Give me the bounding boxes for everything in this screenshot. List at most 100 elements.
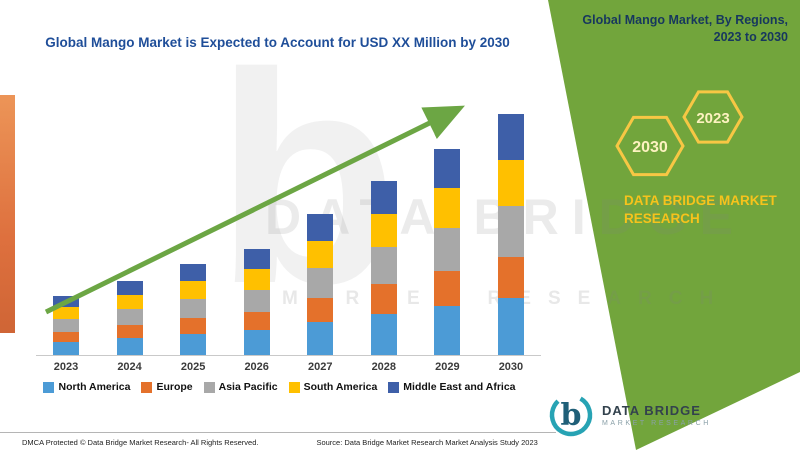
legend-item-middle-east-and-africa: Middle East and Africa — [388, 381, 516, 393]
x-axis-label-2023: 2023 — [53, 361, 79, 373]
panel-heading: Global Mango Market, By Regions, 2023 to… — [582, 13, 788, 44]
x-axis-line — [36, 355, 541, 356]
bar-segment-asia-pacific-2030 — [497, 206, 524, 257]
x-axis-label-2024: 2024 — [117, 361, 142, 373]
trend-arrow-line — [44, 105, 465, 315]
bar-segment-asia-pacific-2029 — [434, 228, 461, 271]
bar-segment-north-america-2025 — [180, 334, 207, 356]
dmca-notice: DMCA Protected © Data Bridge Market Rese… — [22, 438, 259, 447]
bar-segment-europe-2025 — [180, 318, 207, 334]
legend-swatch-asia-pacific — [203, 381, 215, 393]
bar-column-2027: 2027 — [290, 214, 350, 373]
bar-column-2028: 2028 — [354, 181, 414, 373]
chart-title: Global Mango Market is Expected to Accou… — [45, 35, 510, 50]
bar-stack-2027 — [307, 214, 334, 356]
bar-segment-south-america-2027 — [307, 241, 334, 268]
legend-swatch-europe — [141, 381, 153, 393]
bar-segment-south-america-2029 — [434, 188, 461, 228]
bar-segment-asia-pacific-2024 — [116, 309, 143, 325]
bar-column-2029: 2029 — [417, 149, 477, 373]
bar-segment-asia-pacific-2026 — [243, 290, 270, 312]
bar-segment-europe-2029 — [434, 271, 461, 306]
legend-item-asia-pacific: Asia Pacific — [203, 381, 278, 393]
bar-segment-north-america-2023 — [53, 342, 79, 356]
bar-segment-north-america-2027 — [307, 322, 334, 356]
legend-swatch-middle-east-and-africa — [388, 381, 400, 393]
bar-column-2026: 2026 — [227, 249, 287, 373]
logo-title: DATA BRIDGE — [602, 403, 701, 418]
bar-segment-europe-2027 — [307, 298, 334, 322]
logo-subtitle: MARKET RESEARCH — [602, 420, 711, 427]
bar-segment-north-america-2028 — [370, 314, 397, 356]
legend-item-europe: Europe — [141, 381, 193, 393]
bar-column-2030: 2030 — [481, 114, 541, 373]
bar-segment-middle-east-and-africa-2026 — [243, 249, 270, 269]
bar-column-2024: 2024 — [100, 281, 160, 373]
hexagon-2023-outline — [682, 90, 744, 144]
footer: DMCA Protected © Data Bridge Market Rese… — [0, 432, 556, 447]
year-hexagons: 2030 2023 — [615, 90, 744, 177]
legend-item-south-america: South America — [288, 381, 378, 393]
chart-legend: North America Europe Asia Pacific South Ame… — [12, 381, 547, 393]
bar-segment-europe-2028 — [370, 284, 397, 314]
bar-segment-asia-pacific-2028 — [370, 247, 397, 284]
bar-segment-middle-east-and-africa-2030 — [497, 114, 524, 160]
bar-stack-2026 — [243, 249, 270, 356]
bar-segment-north-america-2029 — [434, 306, 461, 356]
bar-segment-south-america-2024 — [116, 295, 143, 309]
x-axis-label-2028: 2028 — [371, 361, 397, 373]
bar-stack-2025 — [180, 264, 207, 356]
legend-label-north-america: North America — [58, 381, 131, 393]
x-axis-label-2025: 2025 — [180, 361, 206, 373]
hexagon-2030-outline — [615, 115, 685, 177]
legend-label-asia-pacific: Asia Pacific — [218, 381, 278, 393]
bar-stack-2028 — [370, 181, 397, 356]
x-axis-label-2030: 2030 — [498, 361, 524, 373]
panel-brand-name: DATA BRIDGE MARKET RESEARCH — [624, 193, 777, 227]
bar-segment-south-america-2026 — [243, 269, 270, 290]
bar-segment-middle-east-and-africa-2025 — [180, 264, 207, 281]
bar-segment-middle-east-and-africa-2029 — [434, 149, 461, 188]
bar-segment-south-america-2025 — [180, 281, 207, 299]
legend-label-middle-east-and-africa: Middle East and Africa — [403, 381, 516, 393]
bar-stack-2030 — [497, 114, 524, 356]
legend-label-south-america: South America — [303, 381, 378, 393]
bar-segment-europe-2023 — [53, 332, 79, 342]
bar-segment-middle-east-and-africa-2027 — [307, 214, 334, 241]
bar-segment-asia-pacific-2023 — [53, 319, 79, 332]
legend-item-north-america: North America — [43, 381, 130, 393]
bar-stack-2024 — [116, 281, 143, 356]
trend-arrow — [44, 105, 465, 315]
bar-column-2025: 2025 — [163, 264, 223, 373]
bar-segment-asia-pacific-2027 — [307, 268, 334, 298]
databridge-logo-text: DATA BRIDGE MARKET RESEARCH — [602, 403, 711, 427]
bar-segment-europe-2026 — [243, 312, 270, 330]
databridge-logo: b DATA BRIDGE MARKET RESEARCH — [548, 392, 711, 438]
hexagon-2030-label: 2030 — [632, 139, 668, 156]
bar-segment-asia-pacific-2025 — [180, 299, 207, 318]
svg-text:b: b — [561, 398, 582, 433]
bar-segment-middle-east-and-africa-2024 — [116, 281, 143, 295]
bar-segment-south-america-2028 — [370, 214, 397, 247]
legend-swatch-south-america — [288, 381, 300, 393]
x-axis-label-2026: 2026 — [244, 361, 269, 373]
stacked-bar-plot: 2023 2024 2025 2026 2027 2028 2029 2030 — [36, 95, 541, 373]
bar-stack-2029 — [434, 149, 461, 356]
bar-segment-south-america-2023 — [53, 307, 79, 319]
watermark-logo-bar — [0, 95, 15, 333]
legend-swatch-north-america — [43, 381, 55, 393]
x-axis-label-2029: 2029 — [435, 361, 460, 373]
bar-segment-middle-east-and-africa-2028 — [370, 181, 397, 214]
databridge-logo-icon: b — [549, 393, 593, 437]
legend-label-europe: Europe — [156, 381, 193, 393]
bar-segment-europe-2030 — [497, 257, 524, 298]
bar-segment-north-america-2024 — [116, 338, 143, 356]
bar-segment-south-america-2030 — [497, 160, 524, 206]
bar-segment-north-america-2030 — [497, 298, 524, 356]
bar-segment-europe-2024 — [116, 325, 143, 338]
bar-segment-north-america-2026 — [243, 330, 270, 356]
source-note: Source: Data Bridge Market Research Mark… — [316, 438, 538, 447]
hexagon-2023-label: 2023 — [696, 110, 729, 127]
x-axis-label-2027: 2027 — [308, 361, 333, 373]
